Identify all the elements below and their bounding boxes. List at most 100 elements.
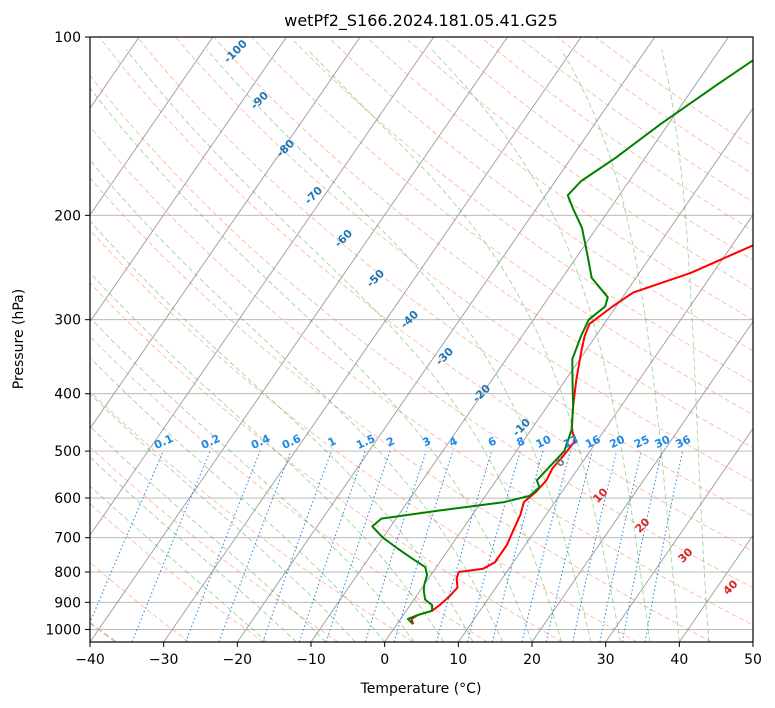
isotherm-line bbox=[605, 427, 753, 642]
dry-adiabat-line bbox=[289, 37, 753, 383]
isotherm-line bbox=[90, 37, 287, 323]
moist-adiabat-line bbox=[661, 49, 710, 642]
moist-adiabat-line bbox=[307, 49, 621, 642]
dry-adiabats bbox=[90, 37, 753, 642]
mixing-ratio-label: 13 bbox=[561, 433, 580, 451]
dry-adiabat-line bbox=[175, 37, 753, 482]
moist-adiabat-line bbox=[90, 159, 503, 642]
moist-adiabat-line bbox=[90, 317, 415, 642]
moist-adiabat-line bbox=[90, 425, 327, 642]
isotherm-line bbox=[531, 320, 753, 642]
moist-adiabat-line bbox=[90, 357, 386, 642]
mixing-ratio-line bbox=[185, 450, 261, 642]
mixing-ratio-label: 25 bbox=[632, 433, 651, 451]
y-tick-label: 600 bbox=[54, 491, 81, 507]
mixing-ratio-lines bbox=[90, 450, 684, 642]
mixing-ratio-line bbox=[325, 450, 391, 642]
dry-adiabat-line bbox=[90, 390, 414, 642]
y-tick-label: 700 bbox=[54, 531, 81, 547]
isotherm-line bbox=[457, 214, 753, 642]
y-tick-label: 800 bbox=[54, 565, 81, 581]
dry-adiabat-line bbox=[213, 37, 753, 449]
dry-adiabat-line bbox=[366, 37, 753, 321]
moist-adiabat-line bbox=[90, 485, 268, 642]
mixing-ratio-line bbox=[435, 450, 493, 642]
x-tick-label: −30 bbox=[149, 652, 179, 668]
moist-adiabat-line bbox=[560, 49, 680, 642]
mixing-ratio-line bbox=[545, 450, 593, 642]
mixing-ratio-line bbox=[364, 450, 427, 642]
isotherm-line bbox=[90, 37, 214, 216]
moist-adiabat-line bbox=[431, 49, 651, 642]
y-tick-label: 100 bbox=[54, 30, 81, 46]
moist-adiabat-line bbox=[206, 49, 592, 642]
mixing-ratio-line bbox=[572, 450, 618, 642]
x-tick-label: 0 bbox=[380, 652, 389, 668]
dry-adiabat-line bbox=[404, 37, 753, 291]
isotherm-line bbox=[163, 37, 582, 642]
mixing-ratio-line bbox=[521, 450, 571, 642]
dry-adiabat-line bbox=[327, 37, 753, 352]
dry-adiabat-line bbox=[518, 37, 753, 203]
mixing-ratio-line bbox=[467, 450, 521, 642]
y-tick-label: 200 bbox=[54, 208, 81, 224]
isotherm-line bbox=[236, 37, 656, 642]
moist-adiabat-line bbox=[125, 49, 562, 642]
x-tick-label: 10 bbox=[449, 652, 467, 668]
sounding-traces bbox=[371, 59, 753, 625]
plot-area: 0.1 0.2 0.4 0.6 1 1.5 2 3 4 6 8 10 13 16 20 25 30 36-100-… bbox=[90, 37, 753, 642]
y-tick-label: 500 bbox=[54, 444, 81, 460]
mixing-ratio-label: 20 bbox=[607, 433, 627, 451]
x-tick-label: −10 bbox=[296, 652, 326, 668]
moist-adiabat-line bbox=[90, 272, 444, 642]
dry-adiabat-line bbox=[98, 37, 753, 552]
mixing-ratio-label: 30 bbox=[653, 433, 673, 451]
y-tick-label: 1000 bbox=[45, 622, 81, 638]
x-axis: −40 −30 −20 −10 0 10 20 30 40 50 bbox=[75, 642, 762, 668]
x-tick-label: 20 bbox=[523, 652, 541, 668]
x-tick-label: 50 bbox=[744, 652, 762, 668]
x-tick-label: 40 bbox=[670, 652, 688, 668]
dry-adiabat-line bbox=[90, 125, 753, 626]
mixing-ratio-label: 36 bbox=[673, 433, 693, 451]
y-axis-title: Pressure (hPa) bbox=[11, 289, 27, 389]
mixing-ratio-line bbox=[262, 450, 332, 642]
chart-title: wetPf2_S166.2024.181.05.41.G25 bbox=[284, 11, 558, 31]
plot-frame bbox=[89, 36, 754, 643]
isotherm-line bbox=[678, 534, 753, 642]
y-tick-label: 300 bbox=[54, 313, 81, 329]
temperature-trace bbox=[410, 244, 753, 625]
mixing-ratio-line bbox=[298, 450, 366, 642]
moist-adiabat-line bbox=[90, 87, 533, 642]
x-tick-label: 30 bbox=[597, 652, 615, 668]
mixing-ratio-line bbox=[393, 450, 454, 642]
isotherm-line bbox=[90, 37, 435, 537]
dry-adiabat-line bbox=[442, 37, 753, 261]
dry-adiabat-line bbox=[90, 74, 753, 589]
mixing-ratio-label: 16 bbox=[583, 433, 603, 451]
moist-adiabats bbox=[90, 49, 710, 642]
x-tick-label: −20 bbox=[223, 652, 253, 668]
mixing-ratio-line bbox=[218, 450, 292, 642]
isotherm-gridlines bbox=[90, 37, 753, 642]
dry-adiabat-line bbox=[137, 37, 753, 517]
mixing-ratio-line bbox=[90, 450, 164, 624]
moist-adiabat-line bbox=[90, 392, 356, 642]
isotherm-line bbox=[90, 37, 361, 430]
dry-adiabat-line bbox=[556, 37, 753, 175]
dewpoint-trace bbox=[371, 59, 753, 625]
mixing-ratio-label: 10 bbox=[534, 433, 554, 451]
y-tick-label: 400 bbox=[54, 387, 81, 403]
y-tick-label: 900 bbox=[54, 595, 81, 611]
dry-adiabat-line bbox=[90, 446, 339, 642]
dry-adiabat-line bbox=[90, 335, 488, 642]
mixing-ratio-line bbox=[131, 450, 211, 642]
x-tick-label: −40 bbox=[75, 652, 105, 668]
isotherm-line bbox=[90, 37, 508, 642]
y-axis: 100 200 300 400 500 600 700 800 900 1000 bbox=[45, 30, 90, 638]
moist-adiabat-line bbox=[90, 220, 474, 642]
isotherm-line bbox=[384, 107, 753, 642]
dry-adiabat-line bbox=[251, 37, 753, 416]
